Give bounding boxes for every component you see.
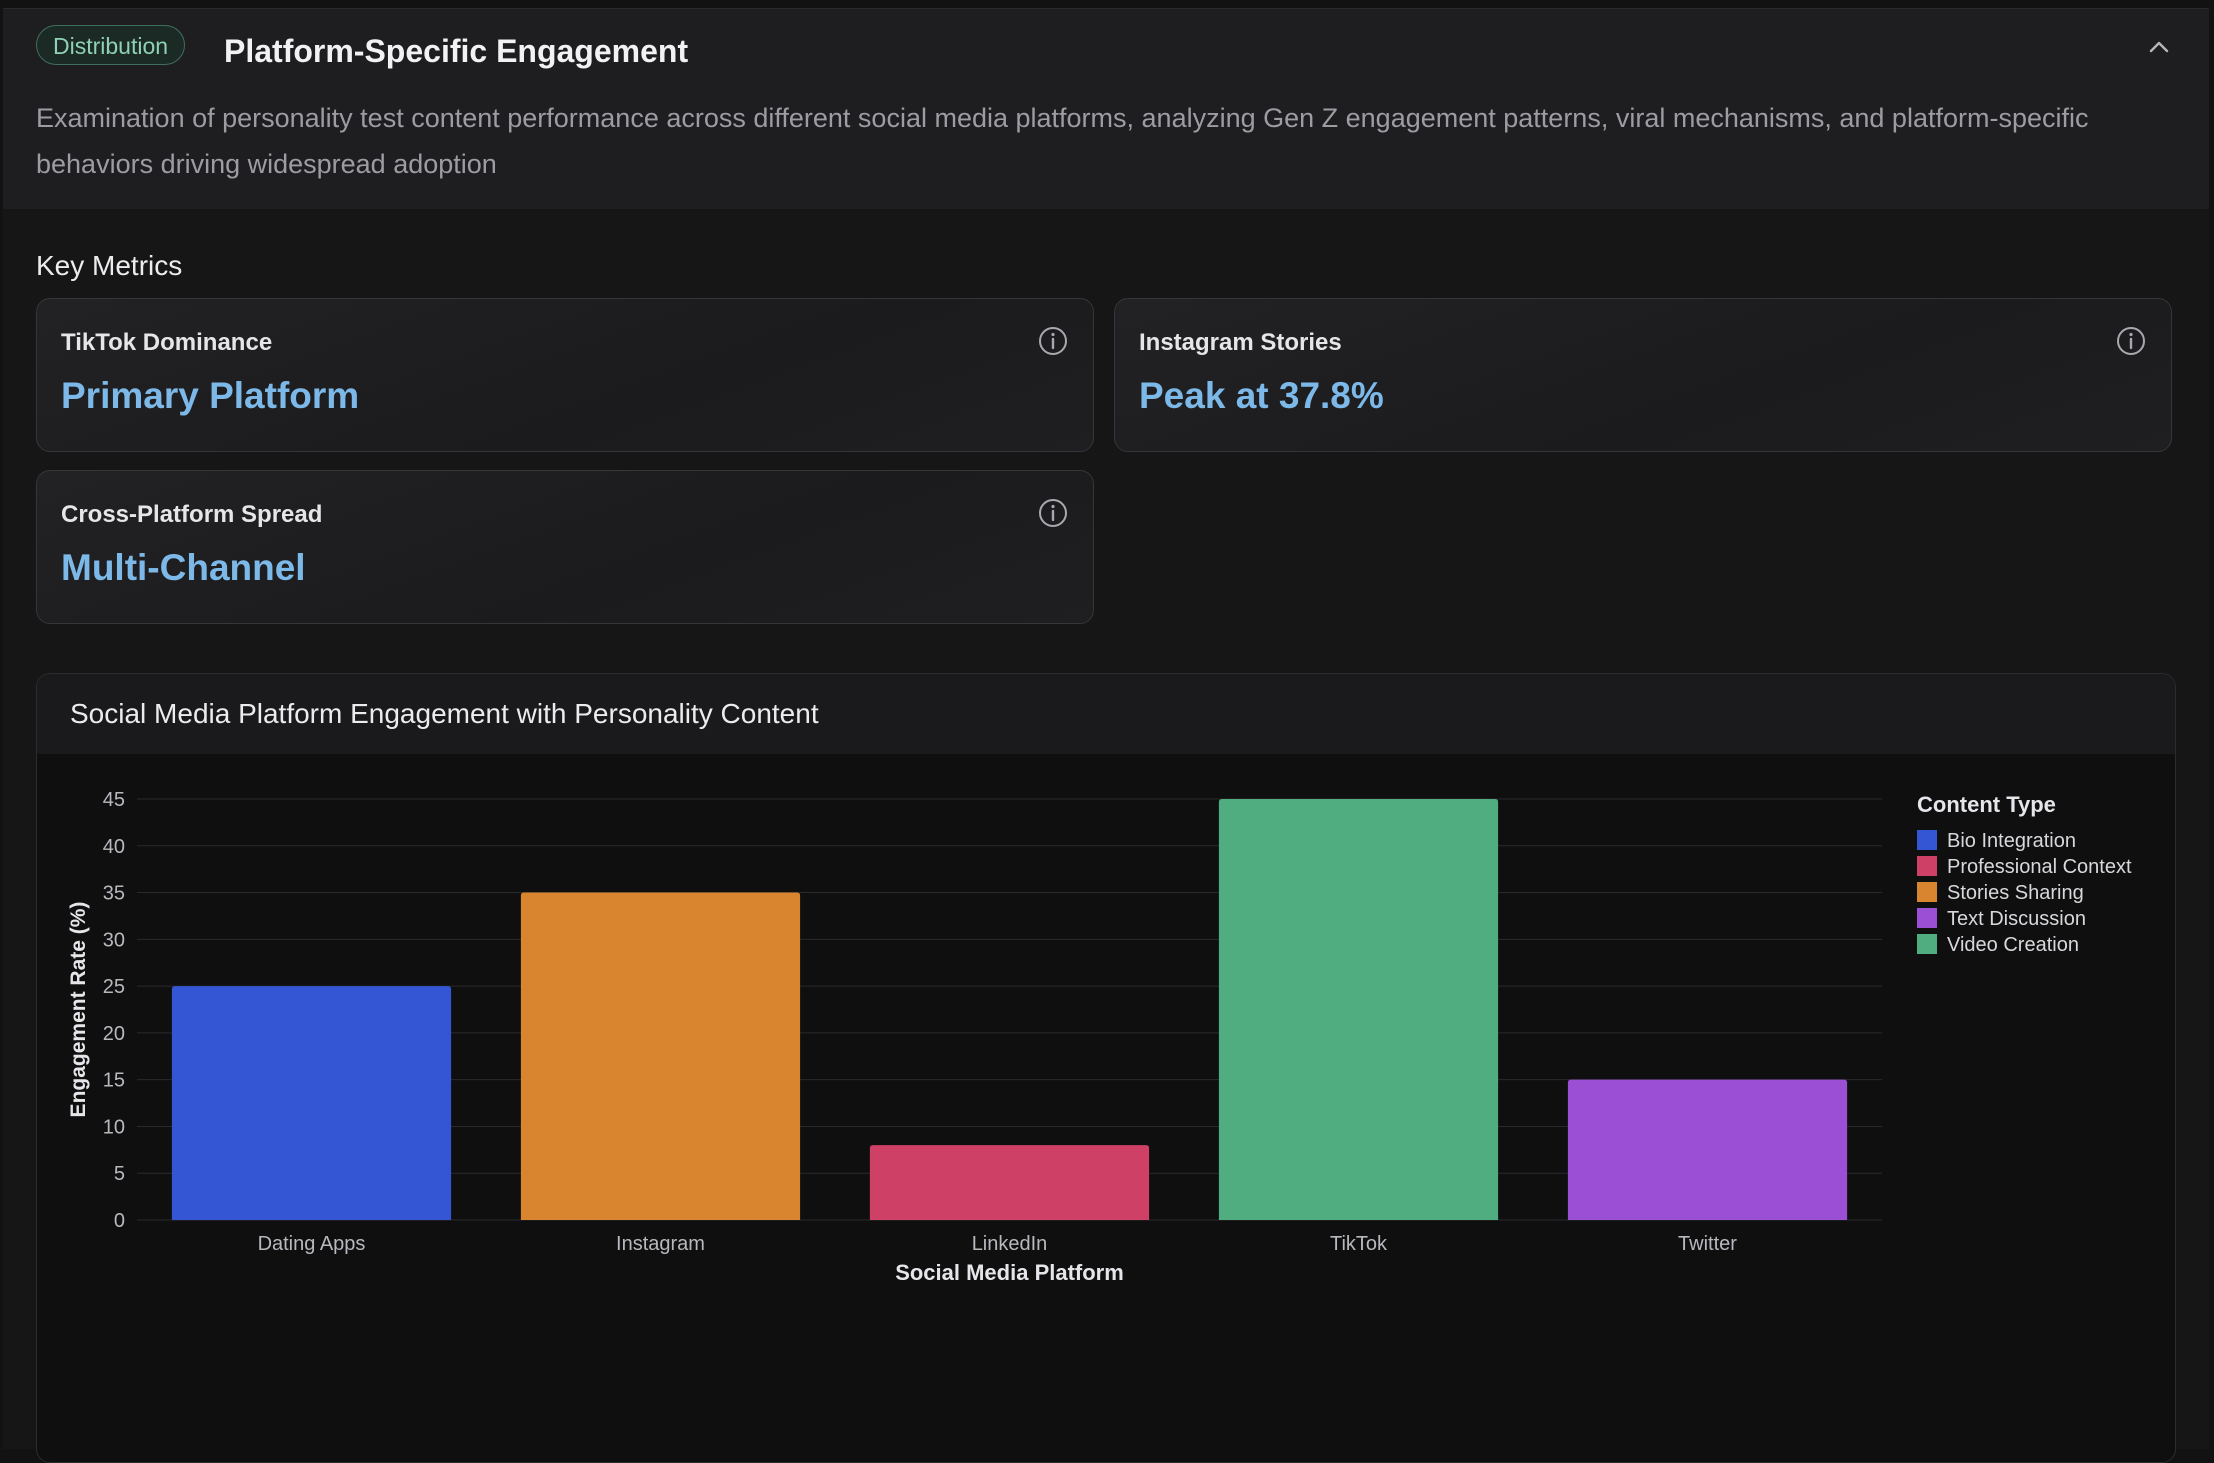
- legend-label: Professional Context: [1947, 856, 2132, 878]
- legend-swatch: [1917, 856, 1937, 876]
- metric-value: Peak at 37.8%: [1139, 375, 1384, 416]
- legend-layer: Content Type Bio Integration Professional …: [1917, 792, 2132, 956]
- metric-value: Primary Platform: [61, 375, 360, 416]
- panel-title: Platform-Specific Engagement: [224, 33, 689, 69]
- y-tick-label: 20: [103, 1023, 125, 1045]
- y-tick-label: 30: [103, 929, 125, 951]
- legend-swatch: [1917, 882, 1937, 902]
- y-tick-label: 35: [103, 883, 125, 905]
- metric-label: Cross-Platform Spread: [61, 501, 323, 528]
- info-icon[interactable]: [1037, 497, 1069, 529]
- x-tick-label: LinkedIn: [972, 1233, 1048, 1255]
- category-badge: Distribution: [36, 25, 186, 65]
- chart-header: Social Media Platform Engagement with Pe…: [37, 674, 2175, 754]
- section-label: Key Metrics: [36, 250, 183, 281]
- legend-label: Video Creation: [1947, 934, 2079, 956]
- y-tick-label: 10: [103, 1116, 125, 1138]
- chevron-up-icon[interactable]: [2145, 33, 2173, 61]
- legend-label: Text Discussion: [1947, 908, 2086, 930]
- y-tick-label: 0: [114, 1210, 125, 1232]
- y-tick-label: 15: [103, 1070, 125, 1092]
- y-tick-label: 5: [114, 1163, 125, 1185]
- axis-layer: 0 5 10 15 20 25 30 35 40 45 Dating Apps Instagram Li…: [67, 789, 1737, 1285]
- metric-card-cross-platform: Cross-Platform Spread Multi-Channel: [36, 470, 1094, 624]
- panel-header[interactable]: Distribution Platform-Specific Engagemen…: [3, 9, 2209, 209]
- bar-instagram: [520, 892, 801, 1220]
- metric-label: TikTok Dominance: [61, 329, 273, 356]
- legend-label: Stories Sharing: [1947, 882, 2084, 904]
- info-icon[interactable]: [1037, 325, 1069, 357]
- x-tick-label: Twitter: [1678, 1233, 1737, 1255]
- bar-twitter: [1567, 1079, 1848, 1220]
- y-tick-label: 25: [103, 976, 125, 998]
- bar-chart: 0 5 10 15 20 25 30 35 40 45 Dating Apps Instagram Li…: [67, 789, 2132, 1285]
- chart-title: Social Media Platform Engagement with Pe…: [70, 698, 819, 729]
- y-axis-label: Engagement Rate (%): [67, 902, 90, 1118]
- metric-value: Multi-Channel: [61, 547, 306, 588]
- y-tick-label: 40: [103, 836, 125, 858]
- legend-swatch: [1917, 934, 1937, 954]
- info-icon[interactable]: [2115, 325, 2147, 357]
- metric-card-instagram: Instagram Stories Peak at 37.8%: [1114, 298, 2172, 452]
- x-tick-label: TikTok: [1330, 1233, 1388, 1255]
- x-tick-label: Dating Apps: [258, 1233, 366, 1255]
- legend-label: Bio Integration: [1947, 830, 2076, 852]
- metric-card-tiktok: TikTok Dominance Primary Platform: [36, 298, 1094, 452]
- panel-description: Examination of personality test content …: [36, 103, 2089, 179]
- bar-dating-apps: [171, 986, 452, 1220]
- legend-swatch: [1917, 830, 1937, 850]
- legend-swatch: [1917, 908, 1937, 928]
- x-tick-label: Instagram: [616, 1233, 705, 1255]
- bar-tiktok: [1218, 799, 1499, 1220]
- legend-title: Content Type: [1917, 792, 2056, 817]
- x-axis-label: Social Media Platform: [895, 1260, 1124, 1285]
- y-tick-label: 45: [103, 789, 125, 811]
- bar-layer: [171, 799, 1848, 1220]
- chart-card: Social Media Platform Engagement with Pe…: [36, 673, 2176, 1463]
- metric-label: Instagram Stories: [1139, 329, 1342, 356]
- bar-linkedin: [869, 1145, 1150, 1220]
